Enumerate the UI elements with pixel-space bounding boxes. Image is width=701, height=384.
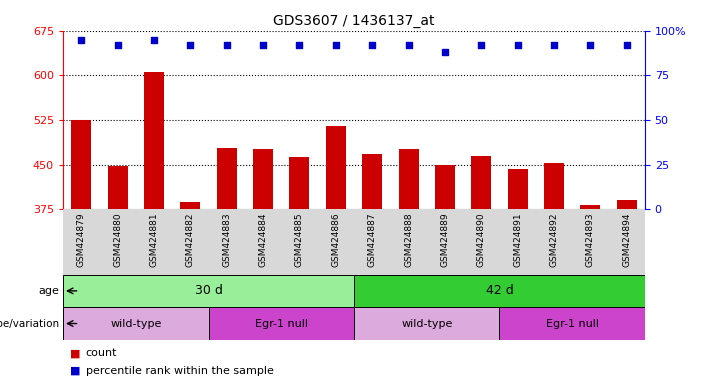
Point xyxy=(548,42,559,48)
Text: GSM424884: GSM424884 xyxy=(259,213,268,267)
Text: Egr-1 null: Egr-1 null xyxy=(545,318,599,329)
Point xyxy=(403,42,414,48)
Bar xyxy=(471,156,491,209)
Bar xyxy=(217,148,237,209)
Bar xyxy=(63,307,209,340)
Bar xyxy=(499,307,645,340)
Bar xyxy=(580,205,600,209)
Title: GDS3607 / 1436137_at: GDS3607 / 1436137_at xyxy=(273,14,435,28)
Point xyxy=(257,42,268,48)
Point xyxy=(512,42,523,48)
Bar xyxy=(399,149,418,209)
Text: GSM424894: GSM424894 xyxy=(622,213,631,267)
Text: ■: ■ xyxy=(70,366,84,376)
Text: GSM424881: GSM424881 xyxy=(149,213,158,267)
Bar xyxy=(144,73,164,209)
Text: GSM424886: GSM424886 xyxy=(332,213,340,267)
Bar xyxy=(108,166,128,209)
Point xyxy=(149,36,160,43)
Point xyxy=(112,42,123,48)
Text: GSM424880: GSM424880 xyxy=(113,213,122,267)
Point xyxy=(621,42,632,48)
Bar xyxy=(209,307,354,340)
Bar xyxy=(326,126,346,209)
Point xyxy=(221,42,232,48)
Text: GSM424885: GSM424885 xyxy=(295,213,304,267)
Text: 30 d: 30 d xyxy=(195,285,222,297)
Text: GSM424892: GSM424892 xyxy=(550,213,559,267)
Text: wild-type: wild-type xyxy=(110,318,161,329)
Point xyxy=(185,42,196,48)
Text: GSM424893: GSM424893 xyxy=(586,213,595,267)
Bar xyxy=(354,307,499,340)
Bar xyxy=(253,149,273,209)
Point xyxy=(76,36,87,43)
Text: percentile rank within the sample: percentile rank within the sample xyxy=(86,366,273,376)
Bar xyxy=(354,275,645,307)
Bar xyxy=(617,200,637,209)
Text: GSM424891: GSM424891 xyxy=(513,213,522,267)
Point xyxy=(330,42,341,48)
Text: Egr-1 null: Egr-1 null xyxy=(254,318,308,329)
Text: ■: ■ xyxy=(70,348,84,358)
Text: age: age xyxy=(39,286,60,296)
Bar xyxy=(508,169,528,209)
Text: genotype/variation: genotype/variation xyxy=(0,318,60,329)
Bar xyxy=(72,120,91,209)
Point xyxy=(440,49,451,55)
Bar xyxy=(435,165,455,209)
Bar xyxy=(362,154,382,209)
Text: wild-type: wild-type xyxy=(401,318,452,329)
Text: GSM424888: GSM424888 xyxy=(404,213,413,267)
Text: GSM424889: GSM424889 xyxy=(440,213,449,267)
Text: GSM424882: GSM424882 xyxy=(186,213,195,267)
Bar xyxy=(290,157,309,209)
Text: GSM424887: GSM424887 xyxy=(368,213,376,267)
Text: GSM424890: GSM424890 xyxy=(477,213,486,267)
Point xyxy=(294,42,305,48)
Point xyxy=(367,42,378,48)
Bar xyxy=(63,275,354,307)
Bar xyxy=(180,202,200,209)
Text: 42 d: 42 d xyxy=(486,285,513,297)
Text: count: count xyxy=(86,348,117,358)
Point xyxy=(476,42,487,48)
Bar xyxy=(544,164,564,209)
Text: GSM424883: GSM424883 xyxy=(222,213,231,267)
Point xyxy=(585,42,596,48)
Text: GSM424879: GSM424879 xyxy=(77,213,86,267)
